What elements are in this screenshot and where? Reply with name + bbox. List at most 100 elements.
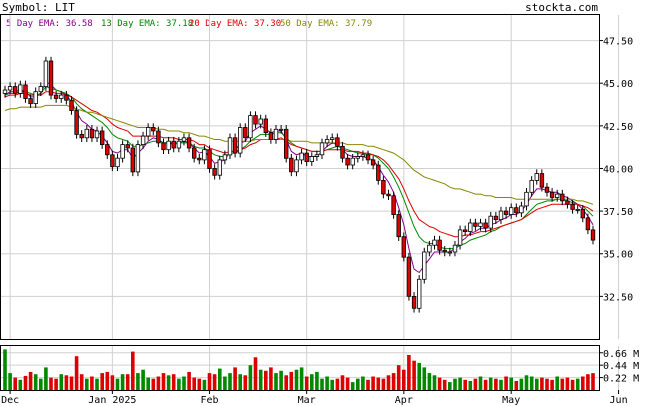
volume-bar: [120, 374, 125, 390]
price-bar-body-up: [524, 191, 529, 207]
volume-bar: [161, 373, 166, 390]
price-bar: [74, 106, 79, 139]
volume-bar: [8, 373, 12, 390]
price-bar-body-up: [416, 278, 422, 309]
volume-axis-label: 0.22 M: [603, 374, 639, 385]
price-bar-body-up: [360, 154, 366, 157]
volume-bar: [74, 356, 79, 390]
price-bar-body-down: [151, 127, 156, 132]
price-bar-body-down: [53, 94, 59, 99]
volume-bar: [105, 371, 110, 390]
price-bar-body-down: [462, 229, 468, 232]
price-bar-body-up: [176, 140, 182, 149]
volume-bar: [207, 373, 212, 390]
price-bar: [529, 176, 534, 197]
price-bar-body-down: [483, 222, 488, 229]
price-axis-label: 40.00: [603, 164, 633, 175]
price-bar: [100, 126, 105, 149]
volume-bar: [366, 379, 370, 390]
price-bar-body-down: [110, 154, 115, 168]
volume-bar: [18, 379, 23, 390]
volume-bar: [412, 360, 416, 390]
price-bar: [575, 205, 580, 214]
price-bar-body-up: [2, 89, 8, 94]
volume-bar: [586, 374, 590, 390]
price-bar: [457, 225, 463, 250]
price-bar-body-down: [268, 132, 274, 140]
price-bar: [156, 126, 161, 148]
volume-bar: [187, 371, 191, 390]
price-bar-body-up: [145, 127, 151, 137]
volume-bar: [197, 378, 202, 390]
price-bar-body-down: [207, 149, 212, 169]
volume-bar: [28, 371, 33, 390]
volume-bar: [524, 375, 529, 390]
price-bar: [237, 123, 243, 158]
price-bar: [335, 133, 340, 151]
price-bar: [28, 94, 33, 108]
price-bar-body-up: [324, 139, 330, 144]
price-bar: [48, 56, 54, 100]
volume-bar: [212, 374, 217, 390]
price-bar: [232, 133, 238, 158]
price-bar-body-up: [432, 239, 437, 246]
volume-bar: [335, 378, 340, 390]
volume-bar: [156, 376, 161, 390]
price-bar: [309, 152, 314, 166]
volume-bar: [570, 379, 575, 390]
legend-ema13: 13 Day EMA: 37.18: [101, 19, 193, 29]
price-bar: [447, 247, 452, 257]
price-bar-body-up: [498, 210, 504, 221]
legend-ema5: 5 Day EMA: 36.58: [6, 19, 93, 29]
volume-bar: [340, 375, 345, 390]
legend-ema50: 50 Day EMA: 37.79: [280, 19, 372, 29]
volume-bar: [468, 381, 473, 390]
price-bar: [319, 138, 325, 160]
volume-bar: [23, 375, 28, 390]
price-bar: [181, 133, 187, 146]
price-bar-body-up: [115, 157, 120, 168]
price-bar-body-up: [555, 193, 560, 198]
volume-bar: [269, 367, 273, 390]
price-bar-body-down: [391, 195, 396, 216]
price-bar-body-up: [294, 159, 299, 173]
volume-bar: [274, 373, 278, 390]
volume-bar: [95, 378, 99, 390]
volume-axis-label: 0.66 M: [603, 349, 639, 360]
volume-bar: [228, 373, 232, 390]
price-bar-body-up: [135, 144, 141, 173]
volume-bar: [64, 375, 69, 390]
price-bar: [7, 82, 13, 95]
price-bar-body-up: [140, 135, 146, 146]
price-axis: 47.50 45.00 42.50 40.00 37.50 35.00 32.50: [599, 37, 633, 303]
price-bar: [38, 82, 43, 96]
volume-bar: [315, 371, 319, 390]
volume-bar: [54, 378, 58, 390]
volume-bar: [509, 377, 513, 390]
volume-bar: [136, 373, 140, 390]
volume-bar: [171, 374, 176, 390]
price-bar-body-up: [529, 179, 534, 193]
price-bar-body-down: [365, 154, 371, 161]
price-bar-body-up: [84, 128, 89, 139]
price-bar-body-down: [191, 147, 197, 159]
price-bar: [560, 189, 565, 206]
price-axis-label: 35.00: [603, 250, 633, 261]
volume-bar: [299, 367, 304, 390]
price-bar: [376, 160, 381, 185]
price-bar: [329, 133, 335, 144]
date-axis-label: Jan 2025: [88, 395, 136, 406]
price-bar: [473, 218, 478, 231]
volume-bar: [151, 378, 156, 390]
price-bar-body-down: [386, 193, 391, 197]
price-bar: [94, 126, 100, 143]
volume-bar: [131, 351, 135, 390]
price-bar: [406, 252, 412, 301]
price-bar-body-down: [370, 159, 376, 166]
price-bar: [585, 213, 591, 235]
volume-bar: [427, 373, 432, 390]
price-bar-body-down: [585, 217, 591, 231]
price-bar-body-up: [43, 60, 49, 88]
legend-ema20: 20 Day EMA: 37.30: [189, 19, 281, 29]
